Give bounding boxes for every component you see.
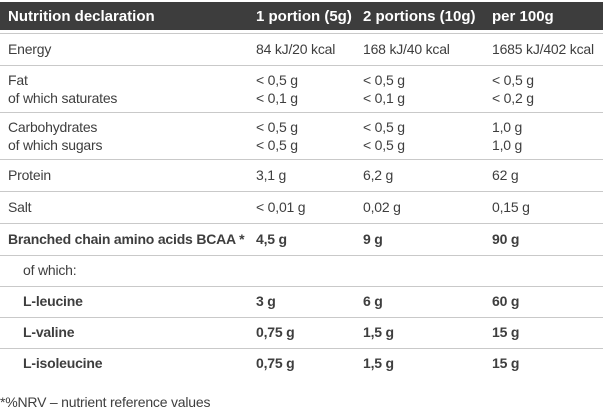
cell-label: Branched chain amino acids BCAA * [8, 231, 245, 247]
row-l-valine: L-valine 0,75 g 1,5 g 15 g [0, 318, 603, 349]
row-protein: Protein 3,1 g 6,2 g 62 g [0, 160, 603, 192]
row-of-which: of which: [0, 256, 603, 287]
row-bcaa: Branched chain amino acids BCAA * 4,5 g … [0, 224, 603, 256]
cell-value: 0,75 g [256, 324, 295, 340]
cell-label: of which saturates [8, 90, 118, 106]
cell-value: 3,1 g [256, 167, 287, 183]
cell-value: 1,0 g [492, 119, 523, 135]
cell-value: 3 g [256, 293, 276, 309]
cell-value: < 0,5 g [363, 119, 405, 135]
row-saturates: of which saturates < 0,1 g < 0,1 g < 0,2… [0, 89, 603, 112]
cell-label: L-valine [23, 324, 75, 340]
header-cell-per-100g: per 100g [492, 7, 554, 25]
row-group-fat: Fat < 0,5 g < 0,5 g < 0,5 g of which sat… [0, 66, 603, 113]
cell-value: 90 g [492, 231, 520, 247]
cell-value: 1,5 g [363, 355, 394, 371]
cell-value: 9 g [363, 231, 383, 247]
cell-value: < 0,1 g [363, 90, 405, 106]
cell-value: 1685 kJ/402 kcal [492, 41, 594, 57]
cell-value [363, 256, 492, 267]
row-salt: Salt < 0,01 g 0,02 g 0,15 g [0, 192, 603, 224]
row-l-leucine: L-leucine 3 g 6 g 60 g [0, 287, 603, 318]
cell-value: 0,15 g [492, 199, 530, 215]
header-cell-portion-1: 1 portion (5g) [256, 7, 352, 25]
cell-value: 84 kJ/20 kcal [256, 41, 336, 57]
cell-value: < 0,2 g [492, 90, 534, 106]
cell-label: Fat [8, 72, 28, 88]
cell-value: < 0,5 g [256, 137, 298, 153]
cell-value: < 0,5 g [492, 72, 534, 88]
cell-label: of which: [23, 262, 77, 278]
cell-value: 60 g [492, 293, 520, 309]
cell-value: < 0,5 g [256, 72, 298, 88]
cell-value: 15 g [492, 355, 520, 371]
cell-value: < 0,5 g [363, 72, 405, 88]
cell-value: 1,5 g [363, 324, 394, 340]
cell-label: L-isoleucine [23, 355, 103, 371]
cell-label: Carbohydrates [8, 119, 98, 135]
cell-value [256, 256, 363, 267]
cell-value [492, 256, 603, 267]
cell-value: 0,02 g [363, 199, 401, 215]
cell-value: 6 g [363, 293, 383, 309]
row-l-isoleucine: L-isoleucine 0,75 g 1,5 g 15 g [0, 349, 603, 379]
cell-label: Energy [8, 41, 52, 57]
row-fat: Fat < 0,5 g < 0,5 g < 0,5 g [0, 66, 603, 89]
row-sugars: of which sugars < 0,5 g < 0,5 g 1,0 g [0, 136, 603, 159]
cell-label: Salt [8, 199, 32, 215]
cell-value: 6,2 g [363, 167, 394, 183]
cell-value: 1,0 g [492, 137, 523, 153]
cell-value: 0,75 g [256, 355, 295, 371]
table-header-row: Nutrition declaration 1 portion (5g) 2 p… [0, 2, 603, 30]
cell-value: 168 kJ/40 kcal [363, 41, 450, 57]
cell-value: < 0,5 g [256, 119, 298, 135]
cell-value: < 0,1 g [256, 90, 298, 106]
cell-label: L-leucine [23, 293, 83, 309]
nrv-footnote: *%NRV – nutrient reference values [0, 394, 211, 410]
row-carbohydrates: Carbohydrates < 0,5 g < 0,5 g 1,0 g [0, 113, 603, 136]
cell-label: Protein [8, 167, 51, 183]
cell-value: 62 g [492, 167, 519, 183]
row-group-carbohydrates: Carbohydrates < 0,5 g < 0,5 g 1,0 g of w… [0, 113, 603, 160]
header-cell-portion-2: 2 portions (10g) [363, 7, 476, 25]
cell-value: 15 g [492, 324, 520, 340]
cell-value: < 0,01 g [256, 199, 306, 215]
row-energy: Energy 84 kJ/20 kcal 168 kJ/40 kcal 1685… [0, 33, 603, 66]
cell-label: of which sugars [8, 137, 103, 153]
nutrition-table: Nutrition declaration 1 portion (5g) 2 p… [0, 2, 603, 379]
cell-value: 4,5 g [256, 231, 287, 247]
cell-value: < 0,5 g [363, 137, 405, 153]
header-cell-nutrient: Nutrition declaration [8, 7, 155, 25]
